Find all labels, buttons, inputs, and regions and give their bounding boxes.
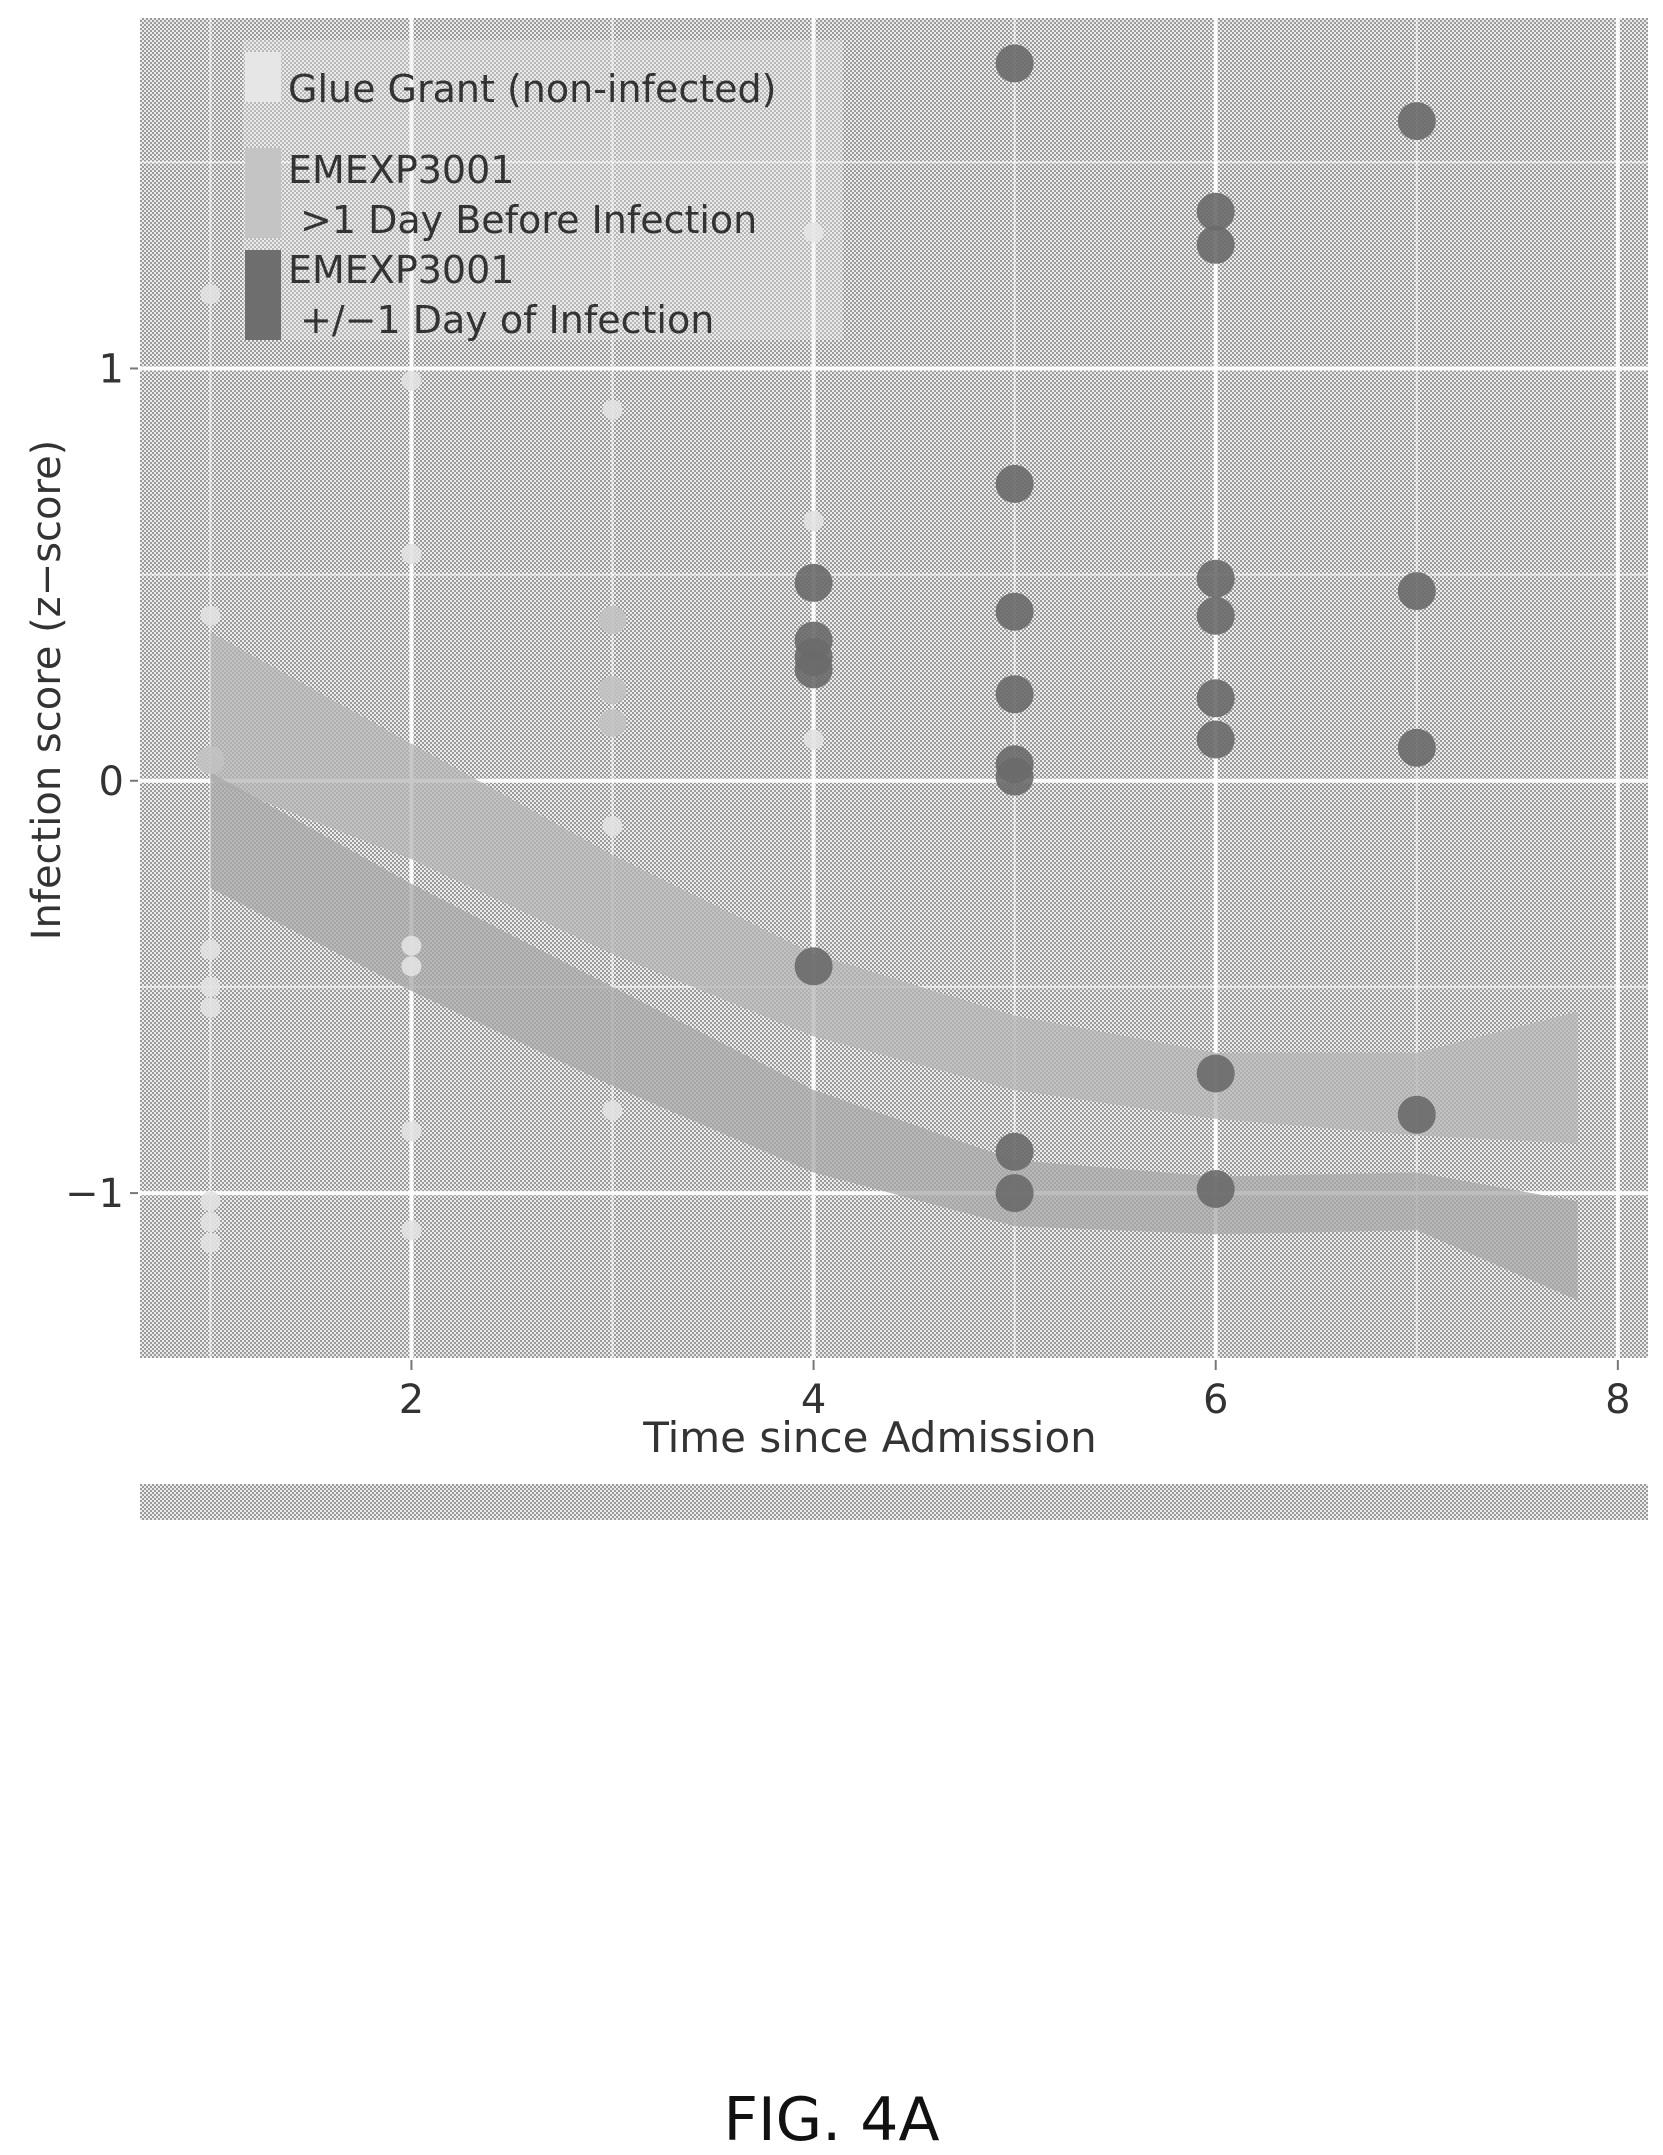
data-point-series-0	[200, 1212, 220, 1232]
data-point-series-2	[1398, 572, 1436, 610]
data-point-series-1	[196, 746, 224, 774]
data-point-series-1	[599, 709, 627, 737]
data-point-series-2	[1197, 721, 1235, 759]
data-point-series-0	[804, 730, 824, 750]
data-point-series-2	[996, 1174, 1034, 1212]
data-point-series-0	[401, 956, 421, 976]
legend-label-day-line1: EMEXP3001	[288, 248, 514, 292]
bottom-strip	[140, 1484, 1648, 1520]
figure-caption: FIG. 4A	[0, 2085, 1663, 2155]
data-point-series-2	[1197, 1170, 1235, 1208]
data-point-series-1	[599, 676, 627, 704]
data-point-series-1	[599, 606, 627, 634]
legend-key-glue-grant	[245, 52, 281, 102]
data-point-series-0	[804, 511, 824, 531]
data-point-series-2	[795, 564, 833, 602]
data-point-series-2	[996, 758, 1034, 796]
data-point-series-0	[200, 940, 220, 960]
data-point-series-0	[603, 400, 623, 420]
data-point-series-0	[401, 544, 421, 564]
x-tick-label: 2	[399, 1377, 424, 1423]
data-point-series-2	[1398, 1096, 1436, 1134]
data-point-series-2	[1398, 102, 1436, 140]
data-point-series-2	[1197, 560, 1235, 598]
data-point-series-0	[401, 1220, 421, 1240]
data-point-series-2	[1398, 729, 1436, 767]
legend: Glue Grant (non-infected) EMEXP3001 >1 D…	[243, 40, 843, 342]
data-point-series-0	[200, 1191, 220, 1211]
data-point-series-2	[1197, 597, 1235, 635]
data-point-series-2	[996, 675, 1034, 713]
data-point-series-0	[603, 1101, 623, 1121]
y-tick-label: −1	[65, 1171, 124, 1217]
data-point-series-2	[795, 947, 833, 985]
data-point-series-0	[200, 606, 220, 626]
data-point-series-0	[200, 284, 220, 304]
data-point-series-2	[1197, 226, 1235, 264]
data-point-series-2	[1197, 679, 1235, 717]
legend-key-before-infection	[245, 148, 281, 238]
data-point-series-2	[1197, 1055, 1235, 1093]
data-point-series-2	[795, 650, 833, 688]
data-point-series-0	[200, 998, 220, 1018]
y-axis-label: Infection score (z−score)	[24, 440, 70, 941]
x-axis-label: Time since Admission	[642, 1413, 1097, 1462]
legend-label-day-line2: +/−1 Day of Infection	[300, 298, 714, 342]
data-point-series-0	[200, 977, 220, 997]
data-point-series-0	[401, 371, 421, 391]
data-point-series-2	[996, 465, 1034, 503]
legend-label-before-line2: >1 Day Before Infection	[300, 198, 757, 242]
data-point-series-0	[603, 816, 623, 836]
data-point-series-2	[996, 1133, 1034, 1171]
y-tick-label: 1	[99, 346, 124, 392]
legend-key-day-of-infection	[245, 250, 281, 340]
data-point-series-0	[200, 1233, 220, 1253]
legend-label-before-line1: EMEXP3001	[288, 148, 514, 192]
x-tick-label: 6	[1203, 1377, 1228, 1423]
data-point-series-2	[996, 44, 1034, 82]
data-point-series-0	[401, 1121, 421, 1141]
data-point-series-2	[996, 593, 1034, 631]
y-tick-label: 0	[99, 759, 124, 805]
data-point-series-0	[401, 936, 421, 956]
data-point-series-2	[1197, 193, 1235, 231]
legend-label-glue-grant: Glue Grant (non-infected)	[288, 67, 776, 111]
x-tick-label: 8	[1605, 1377, 1630, 1423]
